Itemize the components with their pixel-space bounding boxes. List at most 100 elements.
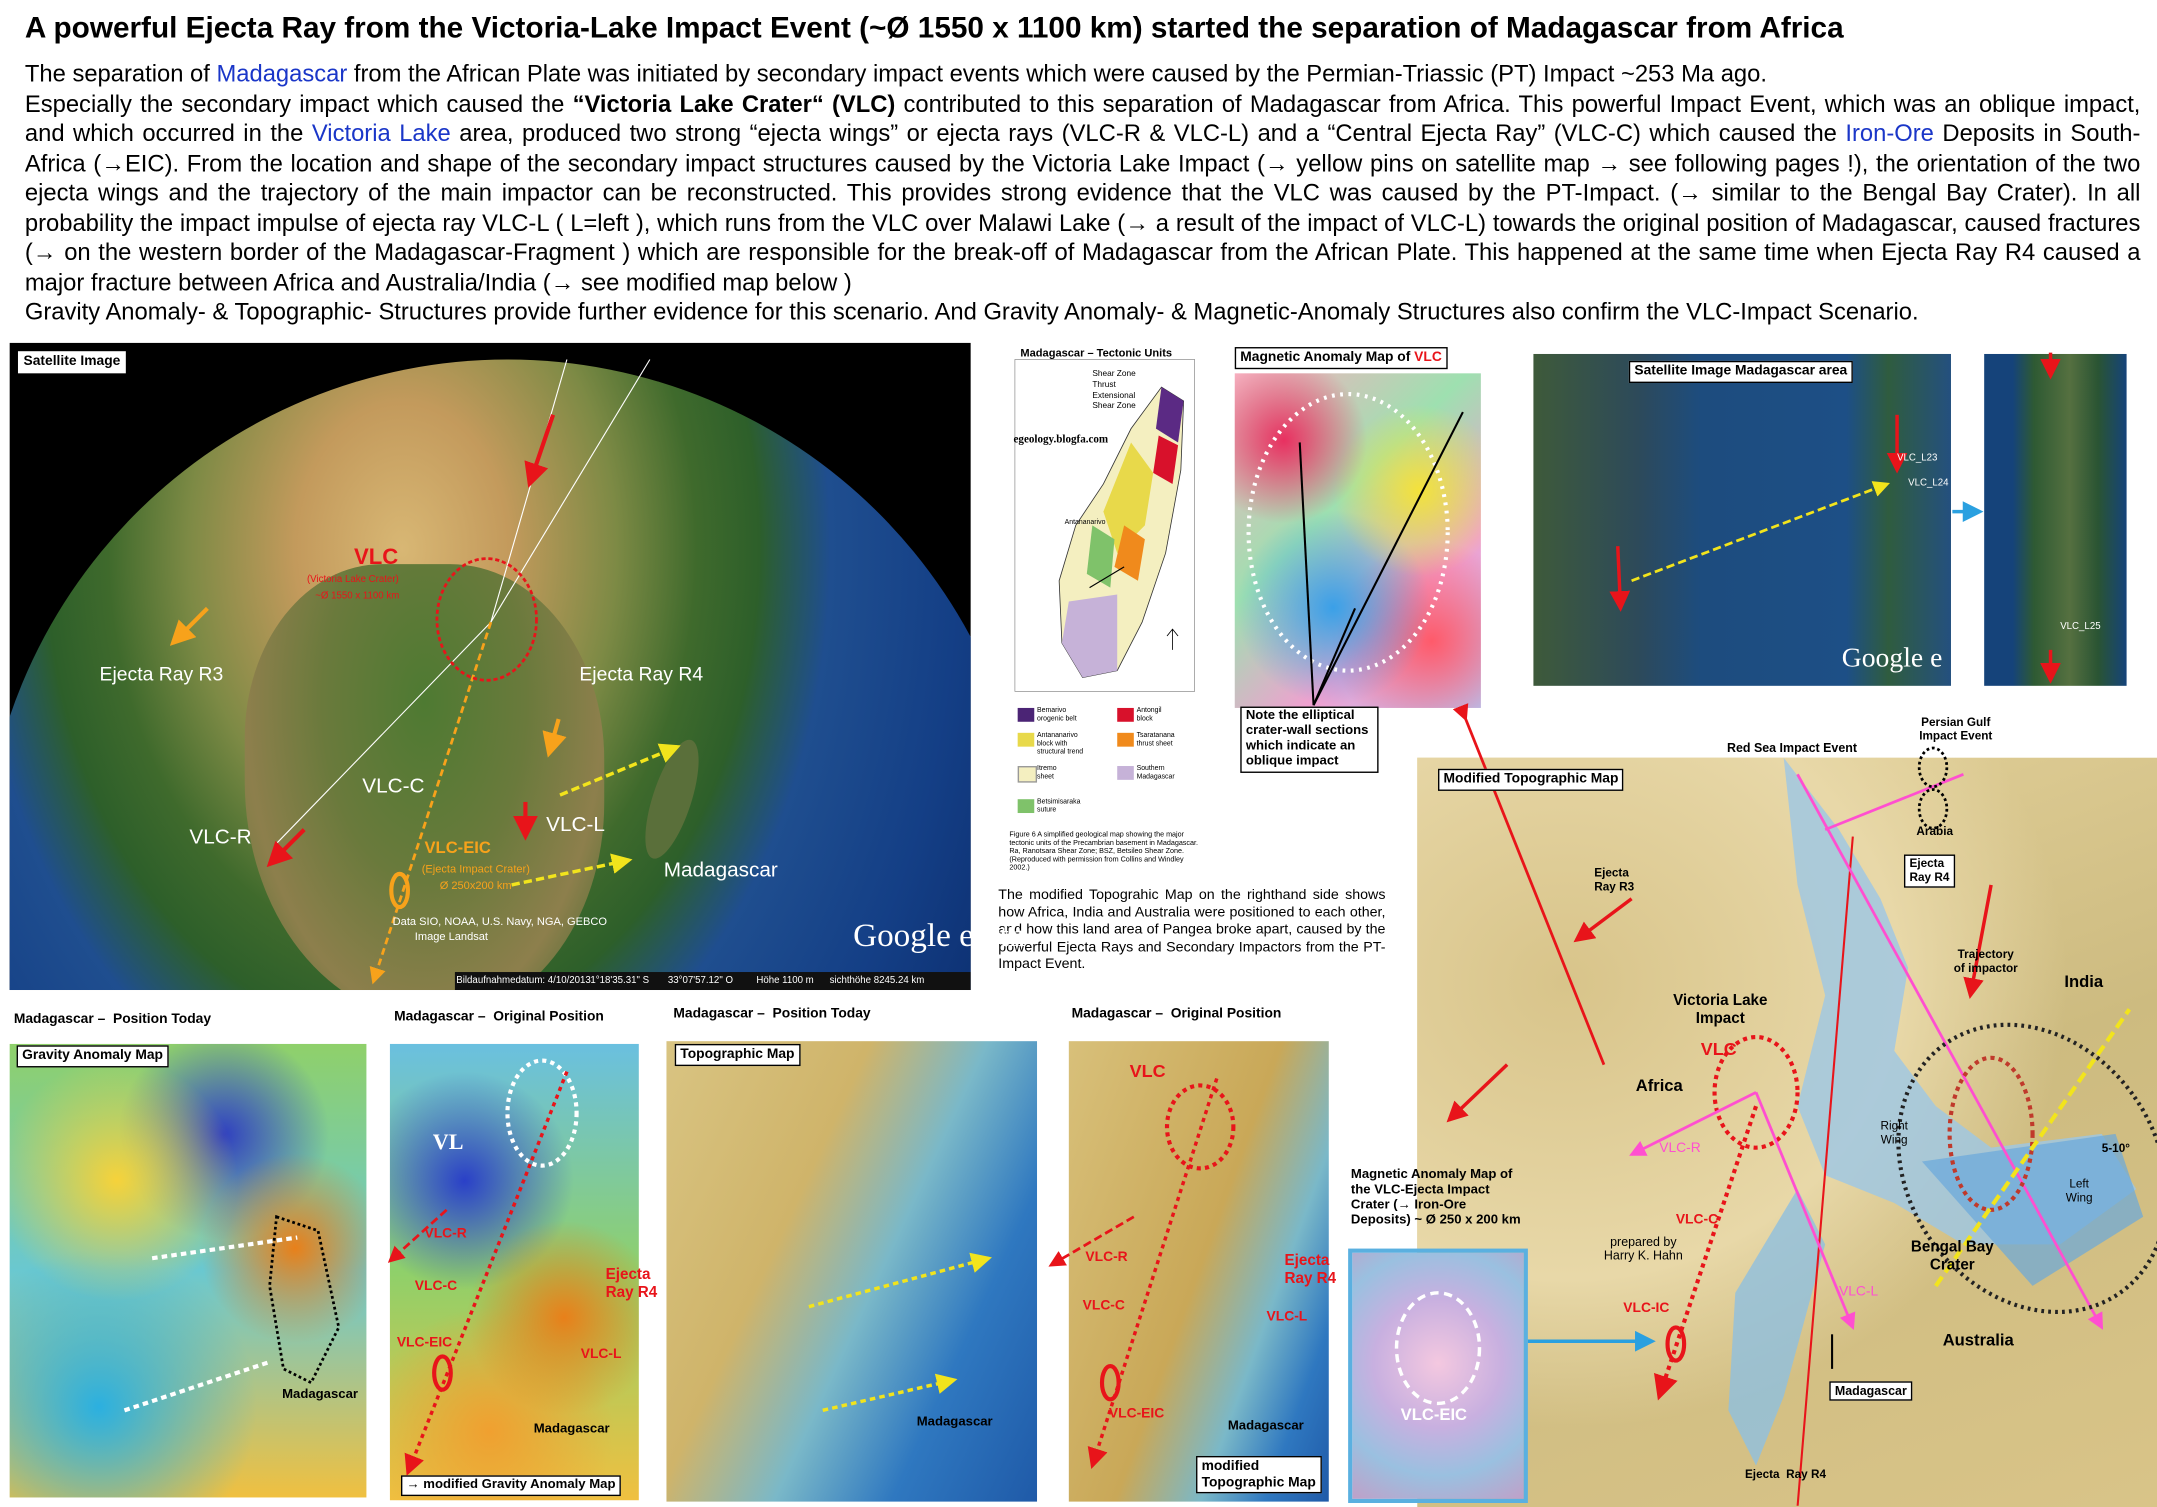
modified-map-red-sea-label: Red Sea Impact Event: [1726, 741, 1858, 755]
pins-2-label: VLC_L25: [2060, 622, 2101, 632]
text-run: “Victoria Lake Crater“ (VLC): [572, 89, 896, 117]
topo-original-caption-label: modified Topographic Map: [1196, 1455, 1322, 1494]
modified-map-r4-top-label: Ejecta Ray R4: [1903, 854, 1955, 888]
satellite-vlc-name-label: (Victoria Lake Crater): [306, 575, 399, 585]
topo-original-madagascar-label: Madagascar: [1227, 1418, 1304, 1434]
status-1-label: 1°18'35.31" S: [590, 976, 650, 986]
gravity-original-caption-label: → modified Gravity Anomaly Map: [400, 1475, 622, 1496]
tectonic-city-label: Antananarivo: [1064, 518, 1106, 527]
gravity-original-r4-label: Ejecta Ray R4: [605, 1266, 658, 1301]
topo-original-vlc-r-label: VLC-R: [1085, 1249, 1128, 1266]
modified-map-india-label: India: [2064, 972, 2104, 992]
gravity-original-vl-label: VL: [432, 1131, 464, 1155]
modified-map-vlc-l-label: VLC-L: [1838, 1284, 1879, 1300]
modified-map-vlc-ic-label: VLC-IC: [1623, 1301, 1670, 1317]
gravity-today-map-label: Gravity Anomaly Map: [16, 1045, 169, 1067]
madagascar-satellite-detail: [1984, 353, 2127, 686]
topo-original-vlc-c-label: VLC-C: [1082, 1298, 1125, 1314]
text-run: contributed to this separation of Madaga…: [24, 89, 2141, 147]
legend-lines-1-label: Thrust: [1092, 381, 1116, 390]
satellite-eic-label: VLC-EIC: [424, 837, 491, 858]
text-run: The separation of: [24, 59, 217, 88]
modified-map-vlc-c-label: VLC-C: [1675, 1212, 1719, 1228]
gravity-today-madagascar-label: Madagascar: [282, 1386, 359, 1403]
gravity-original-eic-label: VLC-EIC: [396, 1335, 453, 1351]
modified-map-victoria-label: Victoria Lake Impact: [1673, 992, 1768, 1027]
units-4-label: Itremo sheet: [1037, 764, 1057, 781]
satellite-r3-label: Ejecta Ray R3: [99, 662, 224, 685]
units-5-label: Southern Madagascar: [1136, 764, 1175, 781]
satellite-vlc-label: VLC: [353, 546, 399, 570]
topo-today-heading-label: Madagascar – Position Today: [673, 1006, 871, 1022]
satellite-eic-size-label: Ø 250x200 km: [439, 879, 512, 892]
units-3-label: Tsaratanana thrust sheet: [1136, 731, 1175, 748]
magnetic-note-label: Note the elliptical crater-wall sections…: [1240, 706, 1379, 773]
gravity-original-vlc-c-label: VLC-C: [414, 1278, 458, 1295]
modified-map-australia-label: Australia: [1942, 1330, 2014, 1350]
madagascar-satellite-logo-label: Google e: [1841, 642, 1943, 674]
modified-map-africa-label: Africa: [1635, 1075, 1683, 1096]
magnetic-map: [1234, 373, 1481, 708]
gravity-original-vlc-l-label: VLC-L: [580, 1346, 622, 1362]
topo-original-vlc-label: VLC: [1129, 1060, 1166, 1082]
magnetic-heading-vlc: VLC: [1414, 349, 1442, 366]
modified-map-author-label: prepared by Harry K. Hahn: [1603, 1234, 1683, 1263]
status-3-label: Höhe 1100 m: [756, 976, 814, 986]
modified-map-left-wing-label: Left Wing: [2065, 1176, 2093, 1205]
pins-0-label: VLC_L23: [1897, 453, 1938, 464]
text-run: Madagascar: [216, 59, 348, 88]
text-run: Especially the secondary impact which ca…: [24, 89, 573, 117]
topo-original-eic-label: VLC-EIC: [1108, 1406, 1165, 1422]
satellite-vlc-l-label: VLC-L: [546, 813, 605, 837]
modified-map-arabia-label: Arabia: [1916, 824, 1954, 838]
text-run: Gravity Anomaly- & Topographic- Structur…: [24, 297, 1919, 325]
madagascar-satellite: [1533, 353, 1951, 686]
units-6-label: Betsimisaraka suture: [1037, 797, 1081, 815]
modified-map-angle-label: 5-10°: [2101, 1140, 2130, 1155]
pins-1-label: VLC_L24: [1908, 478, 1949, 489]
status-0-label: Bildaufnahmedatum: 4/10/2013: [456, 976, 591, 986]
topo-note: The modified Topograhic Map on the right…: [998, 887, 1386, 973]
modified-map-trajectory-label: Trajectory of impactor: [1953, 947, 2018, 975]
text-run: area, produced two strong “ejecta wings”…: [450, 118, 1846, 147]
text-run: from the African Plate was initiated by …: [347, 59, 1767, 88]
gravity-today-heading-label: Madagascar – Position Today: [13, 1012, 212, 1028]
satellite-eic-name-label: (Ejecta Impact Crater): [421, 862, 530, 876]
magnetic-heading-label: Magnetic Anomaly Map of VLC: [1234, 347, 1448, 369]
satellite-r4-label: Ejecta Ray R4: [579, 662, 704, 685]
modified-map-r3-label: Ejecta Ray R3: [1594, 865, 1635, 893]
topo-today-map-label: Topographic Map: [674, 1043, 801, 1066]
modified-map-persian-gulf-label: Persian Gulf Impact Event: [1919, 714, 1993, 743]
eic-magnetic-heading-label: Magnetic Anomaly Map of the VLC-Ejecta I…: [1350, 1166, 1521, 1228]
credits-1-label: Image Landsat: [414, 930, 489, 944]
gravity-original-madagascar-label: Madagascar: [533, 1421, 610, 1437]
eic-magnetic-map: [1348, 1248, 1528, 1503]
topographic-map-today: [666, 1041, 1038, 1502]
units-1-label: Antongil block: [1136, 706, 1162, 723]
units-0-label: Bemarivo orogenic belt: [1037, 706, 1077, 723]
modified-map-heading-label: Modified Topographic Map: [1438, 768, 1624, 791]
eic-magnetic-label-label: VLC-EIC: [1400, 1404, 1468, 1425]
tectonic-heading-label: Madagascar – Tectonic Units: [1020, 347, 1173, 360]
modified-map-right-wing-label: Right Wing: [1880, 1118, 1908, 1146]
satellite-logo-label: Google earth: [853, 918, 1026, 955]
modified-map-bengal-label: Bengal Bay Crater: [1910, 1238, 1994, 1273]
tectonic-map: [1006, 345, 1203, 879]
legend-lines-0-label: Shear Zone: [1092, 370, 1136, 379]
gravity-original-vlc-r-label: VLC-R: [424, 1226, 467, 1242]
credits-0-label: Data SIO, NOAA, U.S. Navy, NGA, GEBCO: [392, 915, 608, 928]
tectonic-caption-label: Figure 6 A simplified geological map sho…: [1009, 831, 1198, 873]
topo-original-vlc-l-label: VLC-L: [1266, 1309, 1308, 1325]
tectonic-drawing: [1014, 359, 1195, 692]
modified-map-madagascar-label: Madagascar: [1829, 1381, 1913, 1402]
modified-topographic-map: [1417, 757, 2157, 1507]
modified-map-vlc-r-label: VLC-R: [1659, 1140, 1701, 1156]
satellite-heading-label: Satellite Image: [17, 351, 126, 373]
units-2-label: Antananarivo block with structural trend: [1037, 731, 1084, 756]
tectonic-source-label: egeology.blogfa.com: [1013, 432, 1109, 446]
text-run: Iron-Ore: [1845, 118, 1934, 147]
topo-today-madagascar-label: Madagascar: [916, 1414, 993, 1430]
topo-original-r4-label: Ejecta Ray R4: [1284, 1252, 1337, 1287]
